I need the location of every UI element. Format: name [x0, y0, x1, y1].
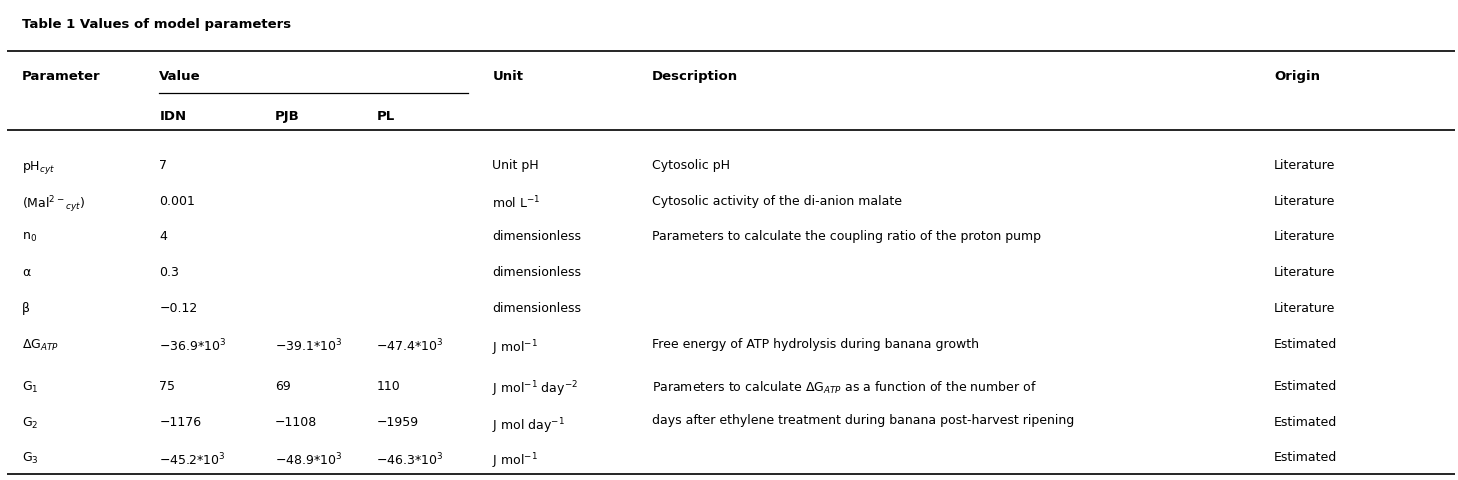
Text: J mol day$^{-1}$: J mol day$^{-1}$ [493, 416, 566, 435]
Text: days after ethylene treatment during banana post-harvest ripening: days after ethylene treatment during ban… [652, 414, 1073, 427]
Text: Parameters to calculate the coupling ratio of the proton pump: Parameters to calculate the coupling rat… [652, 230, 1041, 243]
Text: PL: PL [376, 110, 395, 123]
Text: 69: 69 [276, 380, 292, 393]
Text: −48.9*10$^{3}$: −48.9*10$^{3}$ [276, 451, 343, 468]
Text: Parameter: Parameter [22, 70, 101, 84]
Text: Unit pH: Unit pH [493, 159, 539, 172]
Text: −47.4*10$^{3}$: −47.4*10$^{3}$ [376, 338, 443, 355]
Text: 75: 75 [159, 380, 175, 393]
Text: IDN: IDN [159, 110, 187, 123]
Text: Free energy of ATP hydrolysis during banana growth: Free energy of ATP hydrolysis during ban… [652, 338, 978, 351]
Text: α: α [22, 266, 31, 279]
Text: Unit: Unit [493, 70, 523, 84]
Text: Parameters to calculate ΔG$_{ATP}$ as a function of the number of: Parameters to calculate ΔG$_{ATP}$ as a … [652, 380, 1037, 396]
Text: mol L$^{-1}$: mol L$^{-1}$ [493, 194, 541, 211]
Text: −36.9*10$^{3}$: −36.9*10$^{3}$ [159, 338, 227, 355]
Text: Literature: Literature [1274, 159, 1336, 172]
Text: n$_{0}$: n$_{0}$ [22, 230, 36, 243]
Text: pH$_{cyt}$: pH$_{cyt}$ [22, 159, 55, 176]
Text: Literature: Literature [1274, 230, 1336, 243]
Text: −1176: −1176 [159, 416, 201, 429]
Text: ΔG$_{ATP}$: ΔG$_{ATP}$ [22, 338, 58, 353]
Text: −45.2*10$^{3}$: −45.2*10$^{3}$ [159, 451, 226, 468]
Text: Value: Value [159, 70, 201, 84]
Text: −39.1*10$^{3}$: −39.1*10$^{3}$ [276, 338, 343, 355]
Text: G$_{2}$: G$_{2}$ [22, 416, 38, 431]
Text: PJB: PJB [276, 110, 300, 123]
Text: J mol$^{-1}$: J mol$^{-1}$ [493, 338, 538, 358]
Text: Estimated: Estimated [1274, 416, 1337, 429]
Text: dimensionless: dimensionless [493, 266, 582, 279]
Text: J mol$^{-1}$ day$^{-2}$: J mol$^{-1}$ day$^{-2}$ [493, 380, 579, 399]
Text: (Mal$^{2-}$$_{cyt}$): (Mal$^{2-}$$_{cyt}$) [22, 194, 85, 215]
Text: Estimated: Estimated [1274, 451, 1337, 464]
Text: β: β [22, 302, 29, 315]
Text: Literature: Literature [1274, 302, 1336, 315]
Text: −0.12: −0.12 [159, 302, 197, 315]
Text: G$_{1}$: G$_{1}$ [22, 380, 38, 395]
Text: Literature: Literature [1274, 266, 1336, 279]
Text: 110: 110 [376, 380, 401, 393]
Text: dimensionless: dimensionless [493, 302, 582, 315]
Text: Cytosolic pH: Cytosolic pH [652, 159, 729, 172]
Text: 0.3: 0.3 [159, 266, 179, 279]
Text: 0.001: 0.001 [159, 194, 195, 207]
Text: 7: 7 [159, 159, 168, 172]
Text: G$_{3}$: G$_{3}$ [22, 451, 38, 467]
Text: 4: 4 [159, 230, 168, 243]
Text: Table 1 Values of model parameters: Table 1 Values of model parameters [22, 18, 292, 31]
Text: Cytosolic activity of the di-anion malate: Cytosolic activity of the di-anion malat… [652, 194, 901, 207]
Text: Description: Description [652, 70, 738, 84]
Text: −1108: −1108 [276, 416, 318, 429]
Text: Estimated: Estimated [1274, 380, 1337, 393]
Text: Estimated: Estimated [1274, 338, 1337, 351]
Text: −46.3*10$^{3}$: −46.3*10$^{3}$ [376, 451, 443, 468]
Text: dimensionless: dimensionless [493, 230, 582, 243]
Text: Origin: Origin [1274, 70, 1319, 84]
Text: J mol$^{-1}$: J mol$^{-1}$ [493, 451, 538, 471]
Text: −1959: −1959 [376, 416, 418, 429]
Text: Literature: Literature [1274, 194, 1336, 207]
